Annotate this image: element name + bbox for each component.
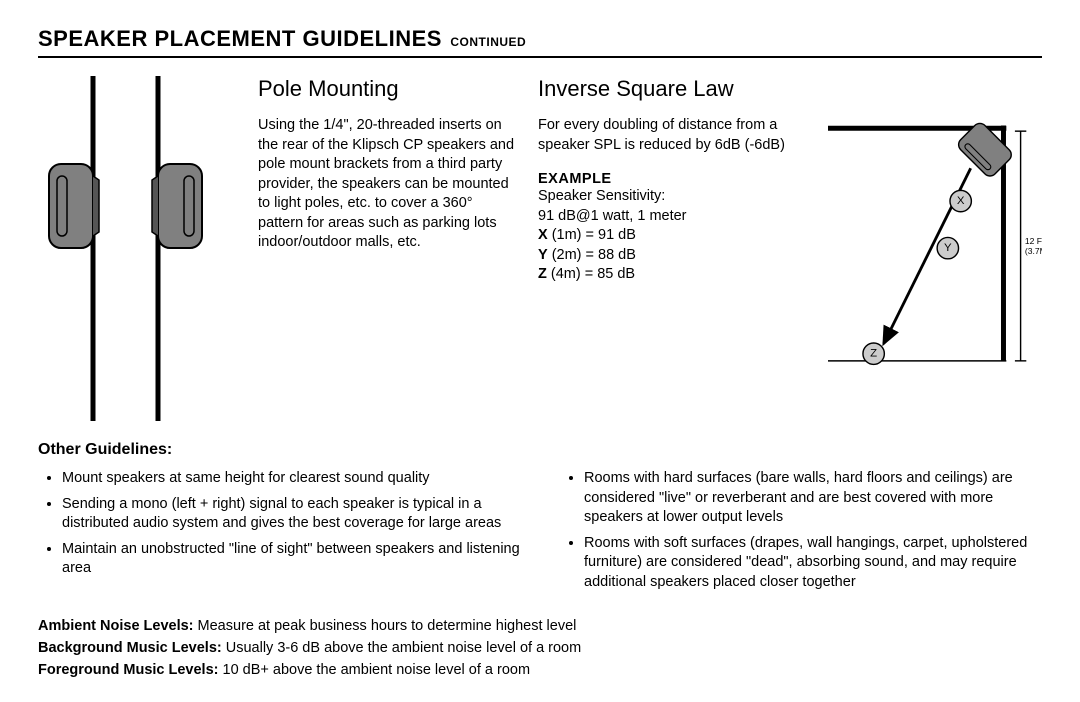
isl-row-z: Z (4m) = 85 dB xyxy=(538,265,808,285)
level-ambient-label: Ambient Noise Levels: xyxy=(38,618,194,634)
dim-37m: (3.7M) xyxy=(1025,246,1042,256)
isl-row-x-rest: (1m) = 91 dB xyxy=(548,227,636,243)
isl-row-z-rest: (4m) = 85 dB xyxy=(547,266,635,282)
other-right-0: Rooms with hard surfaces (bare walls, ha… xyxy=(584,469,1042,528)
node-y-label: Y xyxy=(944,242,952,254)
isl-body: For every doubling of distance from a sp… xyxy=(538,116,808,155)
levels-block: Ambient Noise Levels: Measure at peak bu… xyxy=(38,616,1042,681)
pole-body: Using the 1/4", 20-threaded inserts on t… xyxy=(258,116,518,253)
isl-row-y: Y (2m) = 88 dB xyxy=(538,246,808,266)
pole-heading: Pole Mounting xyxy=(258,76,518,102)
other-heading: Other Guidelines: xyxy=(38,441,1042,459)
other-list-right: Rooms with hard surfaces (bare walls, ha… xyxy=(560,469,1042,598)
node-z-label: Z xyxy=(870,348,877,360)
isl-row-x-label: X xyxy=(538,227,548,243)
node-x-label: X xyxy=(957,195,965,207)
other-left-0: Mount speakers at same height for cleare… xyxy=(62,469,520,489)
level-background: Background Music Levels: Usually 3-6 dB … xyxy=(38,638,1042,660)
other-right-1: Rooms with soft surfaces (drapes, wall h… xyxy=(584,534,1042,593)
level-ambient-text: Measure at peak business hours to determ… xyxy=(194,618,577,634)
other-guidelines: Other Guidelines: Mount speakers at same… xyxy=(38,441,1042,598)
isl-row-y-rest: (2m) = 88 dB xyxy=(548,247,636,263)
dim-12ft: 12 FT xyxy=(1025,236,1042,246)
page-title-continued: continued xyxy=(450,35,526,49)
other-list-left: Mount speakers at same height for cleare… xyxy=(38,469,520,598)
level-foreground: Foreground Music Levels: 10 dB+ above th… xyxy=(38,660,1042,682)
isl-row-x: X (1m) = 91 dB xyxy=(538,226,808,246)
isl-text: Inverse Square Law For every doubling of… xyxy=(538,76,808,421)
other-left-1: Sending a mono (left + right) signal to … xyxy=(62,495,520,534)
pole-mount-figure xyxy=(38,76,238,421)
isl-row-y-label: Y xyxy=(538,247,548,263)
isl-heading: Inverse Square Law xyxy=(538,76,808,102)
other-left-2: Maintain an unobstructed "line of sight"… xyxy=(62,540,520,579)
level-foreground-text: 10 dB+ above the ambient noise level of … xyxy=(218,662,530,678)
isl-figure: 12 FT (3.7M) X Y xyxy=(828,76,1042,421)
pole-mount-text: Pole Mounting Using the 1/4", 20-threade… xyxy=(258,76,518,421)
level-background-text: Usually 3-6 dB above the ambient noise l… xyxy=(222,640,581,656)
isl-example-label: EXAMPLE xyxy=(538,171,808,187)
level-ambient: Ambient Noise Levels: Measure at peak bu… xyxy=(38,616,1042,638)
level-foreground-label: Foreground Music Levels: xyxy=(38,662,218,678)
isl-example-line-0: Speaker Sensitivity: xyxy=(538,187,808,207)
page-title: Speaker Placement Guidelines xyxy=(38,26,442,51)
title-row: Speaker Placement Guidelines continued xyxy=(38,26,1042,58)
level-background-label: Background Music Levels: xyxy=(38,640,222,656)
isl-example-line-1: 91 dB@1 watt, 1 meter xyxy=(538,207,808,227)
isl-row-z-label: Z xyxy=(538,266,547,282)
